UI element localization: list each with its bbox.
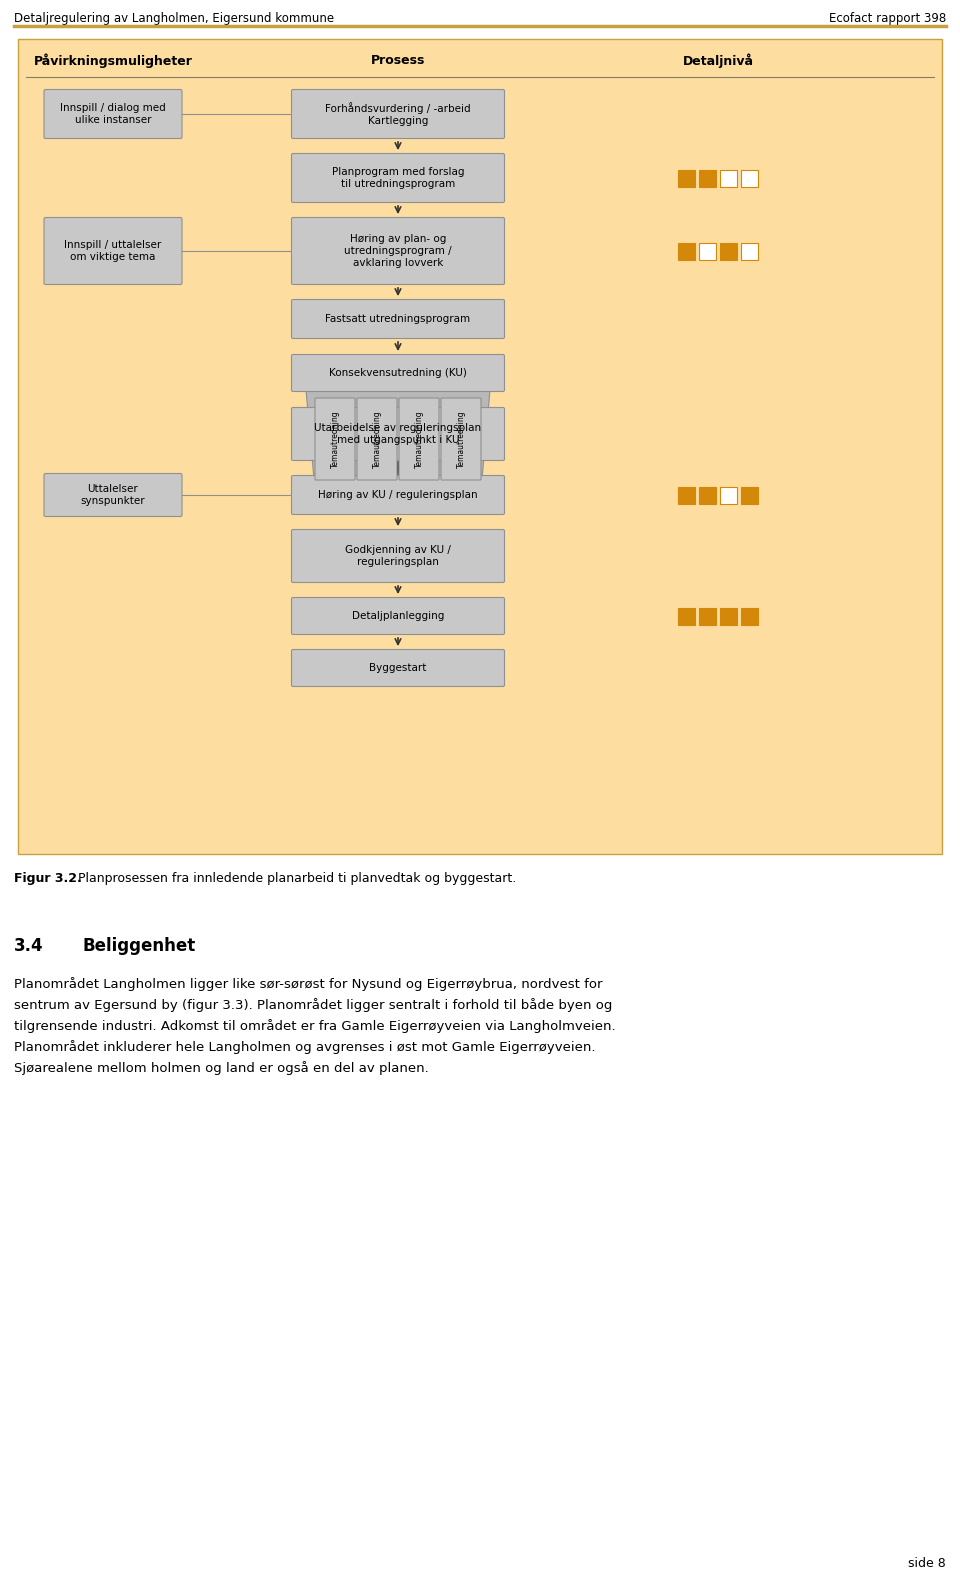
FancyBboxPatch shape [292,597,505,635]
Text: Innspill / uttalelser
om viktige tema: Innspill / uttalelser om viktige tema [64,239,161,263]
FancyBboxPatch shape [678,486,695,504]
FancyBboxPatch shape [292,154,505,203]
FancyBboxPatch shape [699,486,716,504]
Text: sentrum av Egersund by (figur 3.3). Planområdet ligger sentralt i forhold til bå: sentrum av Egersund by (figur 3.3). Plan… [14,998,612,1012]
FancyBboxPatch shape [292,475,505,515]
Text: Uttalelser
synspunkter: Uttalelser synspunkter [81,483,145,507]
FancyBboxPatch shape [44,90,182,138]
Text: Planprogram med forslag
til utredningsprogram: Planprogram med forslag til utredningspr… [332,166,465,188]
FancyBboxPatch shape [741,608,758,624]
Polygon shape [306,390,490,478]
Text: Forhåndsvurdering / -arbeid
Kartlegging: Forhåndsvurdering / -arbeid Kartlegging [325,101,470,127]
Text: Detaljregulering av Langholmen, Eigersund kommune: Detaljregulering av Langholmen, Eigersun… [14,13,334,25]
Text: Fastsatt utredningsprogram: Fastsatt utredningsprogram [325,314,470,325]
FancyBboxPatch shape [741,169,758,187]
Text: Planprosessen fra innledende planarbeid ti planvedtak og byggestart.: Planprosessen fra innledende planarbeid … [74,873,516,885]
Text: Temautredning: Temautredning [457,410,466,467]
FancyBboxPatch shape [292,217,505,285]
Text: side 8: side 8 [908,1557,946,1570]
FancyBboxPatch shape [292,529,505,583]
FancyBboxPatch shape [678,608,695,624]
FancyBboxPatch shape [292,299,505,339]
FancyBboxPatch shape [678,242,695,260]
Text: Temautredning: Temautredning [415,410,423,467]
FancyBboxPatch shape [399,398,439,480]
Text: Høring av KU / reguleringsplan: Høring av KU / reguleringsplan [318,489,478,501]
Text: Sjøarealene mellom holmen og land er også en del av planen.: Sjøarealene mellom holmen og land er ogs… [14,1061,429,1076]
FancyBboxPatch shape [741,486,758,504]
Text: Figur 3.2.: Figur 3.2. [14,873,82,885]
FancyBboxPatch shape [720,242,737,260]
FancyBboxPatch shape [699,608,716,624]
Text: Temautredning: Temautredning [330,410,340,467]
FancyBboxPatch shape [699,169,716,187]
FancyBboxPatch shape [678,169,695,187]
FancyBboxPatch shape [720,608,737,624]
Text: Konsekvensutredning (KU): Konsekvensutredning (KU) [329,367,467,379]
Text: Detaljnivå: Detaljnivå [683,54,754,68]
FancyBboxPatch shape [357,398,397,480]
Text: Prosess: Prosess [371,54,425,68]
Text: Planområdet inkluderer hele Langholmen og avgrenses i øst mot Gamle Eigerrøyveie: Planområdet inkluderer hele Langholmen o… [14,1041,595,1053]
Text: Innspill / dialog med
ulike instanser: Innspill / dialog med ulike instanser [60,103,166,125]
Text: Planområdet Langholmen ligger like sør-sørøst for Nysund og Eigerrøybrua, nordve: Planområdet Langholmen ligger like sør-s… [14,977,603,992]
FancyBboxPatch shape [292,407,505,461]
FancyBboxPatch shape [315,398,355,480]
FancyBboxPatch shape [18,40,942,854]
Text: Utarbeidelse av reguleringsplan
med utgangspunkt i KU: Utarbeidelse av reguleringsplan med utga… [315,423,482,445]
FancyBboxPatch shape [441,398,481,480]
Text: Detaljplanlegging: Detaljplanlegging [351,611,444,621]
FancyBboxPatch shape [720,169,737,187]
FancyBboxPatch shape [292,90,505,138]
FancyBboxPatch shape [720,486,737,504]
Text: Påvirkningsmuligheter: Påvirkningsmuligheter [34,54,192,68]
Text: Temautredning: Temautredning [372,410,381,467]
FancyBboxPatch shape [741,242,758,260]
Text: Ecofact rapport 398: Ecofact rapport 398 [828,13,946,25]
Text: 3.4: 3.4 [14,938,43,955]
FancyBboxPatch shape [699,242,716,260]
FancyBboxPatch shape [292,355,505,391]
Text: Godkjenning av KU /
reguleringsplan: Godkjenning av KU / reguleringsplan [345,545,451,567]
FancyBboxPatch shape [44,474,182,516]
FancyBboxPatch shape [44,217,182,285]
Text: Byggestart: Byggestart [370,664,426,673]
FancyBboxPatch shape [292,649,505,686]
Text: tilgrensende industri. Adkomst til området er fra Gamle Eigerrøyveien via Langho: tilgrensende industri. Adkomst til områd… [14,1019,615,1033]
Text: Beliggenhet: Beliggenhet [82,938,195,955]
Text: Høring av plan- og
utredningsprogram /
avklaring lovverk: Høring av plan- og utredningsprogram / a… [345,233,452,268]
